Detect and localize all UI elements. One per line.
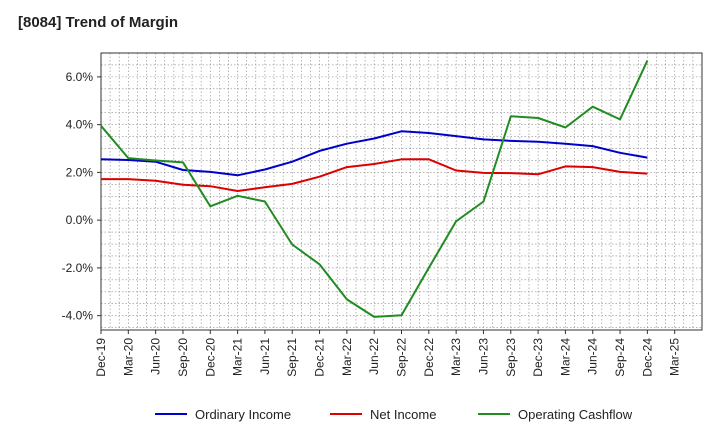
x-tick-label: Mar-22: [340, 338, 354, 376]
y-tick-label: -4.0%: [62, 309, 94, 323]
series-line-net-income: [101, 158, 648, 192]
chart-title: [8084] Trend of Margin: [18, 14, 179, 31]
x-tick-label: Dec-24: [640, 338, 654, 377]
series-line-operating-cashflow: [100, 60, 649, 318]
x-tick-label: Jun-21: [258, 338, 272, 375]
legend-label-operating-cashflow: Operating Cashflow: [518, 407, 633, 422]
x-tick-label: Dec-19: [94, 338, 108, 377]
x-tick-label: Dec-22: [422, 338, 436, 377]
x-tick-label: Sep-21: [285, 338, 299, 377]
x-tick-label: Jun-22: [367, 338, 381, 375]
x-tick-label: Dec-20: [203, 338, 217, 377]
x-tick-label: Dec-23: [531, 338, 545, 377]
x-tick-label: Mar-25: [668, 338, 682, 376]
x-tick-label: Sep-20: [176, 338, 190, 377]
series-line-ordinary-income: [100, 130, 648, 177]
x-tick-label: Mar-24: [558, 338, 572, 376]
x-tick-label: Sep-24: [613, 338, 627, 377]
y-tick-label: 0.0%: [66, 213, 94, 227]
x-tick-label: Mar-23: [449, 338, 463, 376]
y-tick-label: -2.0%: [62, 261, 94, 275]
x-tick-label: Jun-23: [476, 338, 490, 375]
x-tick-label: Dec-21: [313, 338, 327, 377]
x-tick-label: Jun-20: [149, 338, 163, 375]
legend-label-net-income: Net Income: [370, 407, 436, 422]
y-tick-label: 6.0%: [66, 70, 94, 84]
y-tick-label: 4.0%: [66, 118, 94, 132]
x-tick-label: Sep-23: [504, 338, 518, 377]
x-tick-label: Mar-21: [231, 338, 245, 376]
legend-label-ordinary-income: Ordinary Income: [195, 407, 291, 422]
y-tick-label: 2.0%: [66, 165, 94, 179]
x-tick-label: Jun-24: [586, 338, 600, 375]
x-tick-label: Mar-20: [121, 338, 135, 376]
x-tick-label: Sep-22: [395, 338, 409, 377]
